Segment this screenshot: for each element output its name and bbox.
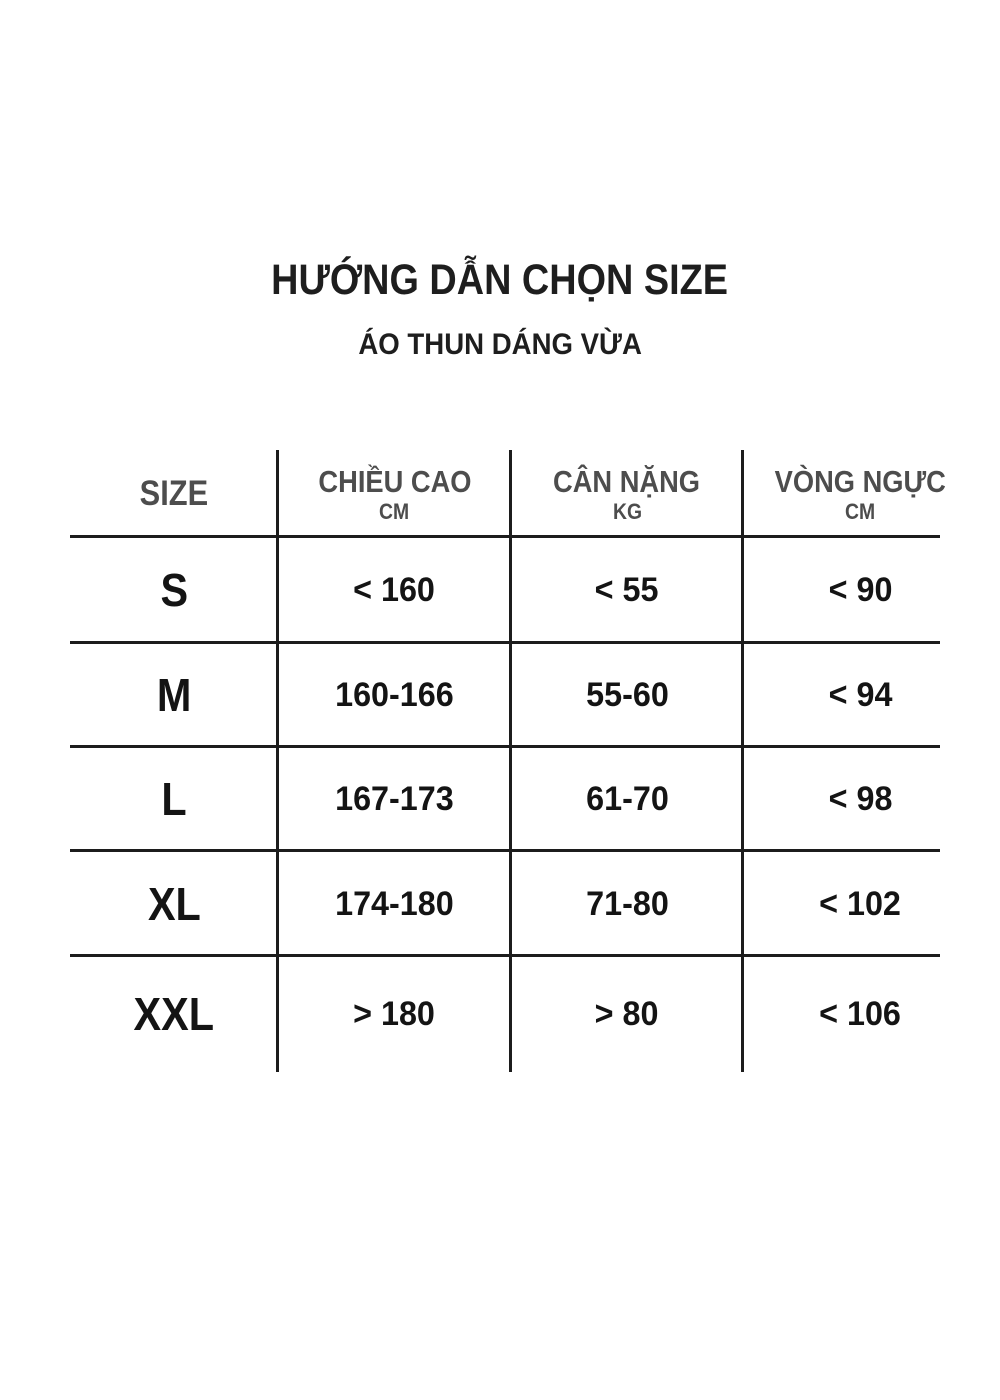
table-cell: 61-70 bbox=[511, 747, 743, 851]
size-value: < 106 bbox=[819, 995, 902, 1033]
size-value: < 98 bbox=[828, 780, 893, 818]
size-table-grid: SIZE CHIỀU CAO CM CÂN NẶNG KG VÒNG NGỰC … bbox=[70, 450, 978, 1072]
table-horizontal-divider-4 bbox=[70, 849, 940, 852]
page-subtitle: ÁO THUN DÁNG VỪA bbox=[0, 322, 1000, 368]
table-cell: XL bbox=[70, 851, 278, 956]
size-label: L bbox=[161, 773, 187, 825]
size-value: < 90 bbox=[828, 571, 893, 609]
column-header-height-label: CHIỀU CAO bbox=[317, 463, 472, 499]
table-cell: < 102 bbox=[743, 851, 978, 956]
size-value: < 55 bbox=[595, 571, 659, 609]
table-cell: 174-180 bbox=[278, 851, 511, 956]
column-header-height-unit: CM bbox=[379, 498, 410, 524]
page-title: HƯỚNG DẪN CHỌN SIZE bbox=[0, 248, 1000, 312]
size-label: M bbox=[156, 669, 192, 721]
size-value: > 180 bbox=[353, 995, 436, 1033]
table-cell: 160-166 bbox=[278, 643, 511, 747]
table-cell: < 90 bbox=[743, 537, 978, 643]
table-vertical-divider-1 bbox=[276, 450, 279, 1072]
table-cell: < 106 bbox=[743, 956, 978, 1072]
table-cell: 71-80 bbox=[511, 851, 743, 956]
table-cell: 55-60 bbox=[511, 643, 743, 747]
column-header-weight: CÂN NẶNG KG bbox=[511, 450, 743, 537]
table-cell: XXL bbox=[70, 956, 278, 1072]
table-cell: < 55 bbox=[511, 537, 743, 643]
table-horizontal-divider-5 bbox=[70, 954, 940, 957]
table-vertical-divider-3 bbox=[741, 450, 744, 1072]
table-cell: < 98 bbox=[743, 747, 978, 851]
table-vertical-divider-2 bbox=[509, 450, 512, 1072]
size-value: 71-80 bbox=[585, 884, 669, 923]
size-value: 167-173 bbox=[335, 780, 454, 818]
size-value: 61-70 bbox=[585, 780, 669, 818]
column-header-chest-label: VÒNG NGỰC bbox=[774, 463, 947, 499]
table-cell: < 94 bbox=[743, 643, 978, 747]
size-value: < 102 bbox=[819, 884, 902, 923]
size-value: < 160 bbox=[353, 571, 436, 609]
table-horizontal-divider-3 bbox=[70, 745, 940, 748]
size-label: XL bbox=[147, 877, 201, 930]
page-title-text: HƯỚNG DẪN CHỌN SIZE bbox=[271, 256, 729, 304]
size-value: 160-166 bbox=[335, 676, 454, 714]
page-subtitle-text: ÁO THUN DÁNG VỪA bbox=[358, 328, 642, 361]
size-value: 174-180 bbox=[335, 884, 454, 923]
size-value: < 94 bbox=[828, 676, 893, 714]
table-cell: > 80 bbox=[511, 956, 743, 1072]
table-cell: M bbox=[70, 643, 278, 747]
column-header-weight-label: CÂN NẶNG bbox=[553, 463, 701, 499]
table-cell: > 180 bbox=[278, 956, 511, 1072]
column-header-size: SIZE bbox=[70, 450, 278, 537]
size-value: > 80 bbox=[595, 995, 659, 1033]
table-cell: 167-173 bbox=[278, 747, 511, 851]
size-label: XXL bbox=[133, 988, 215, 1040]
size-value: 55-60 bbox=[585, 676, 669, 714]
size-label: S bbox=[160, 564, 188, 616]
table-horizontal-divider-1 bbox=[70, 535, 940, 538]
column-header-height: CHIỀU CAO CM bbox=[278, 450, 511, 537]
column-header-size-label: SIZE bbox=[139, 473, 209, 513]
table-horizontal-divider-2 bbox=[70, 641, 940, 644]
table-cell: L bbox=[70, 747, 278, 851]
table-cell: S bbox=[70, 537, 278, 643]
column-header-weight-unit: KG bbox=[612, 498, 642, 524]
column-header-chest: VÒNG NGỰC CM bbox=[743, 450, 978, 537]
size-guide-table: SIZE CHIỀU CAO CM CÂN NẶNG KG VÒNG NGỰC … bbox=[70, 450, 978, 1072]
table-cell: < 160 bbox=[278, 537, 511, 643]
column-header-chest-unit: CM bbox=[845, 498, 876, 524]
